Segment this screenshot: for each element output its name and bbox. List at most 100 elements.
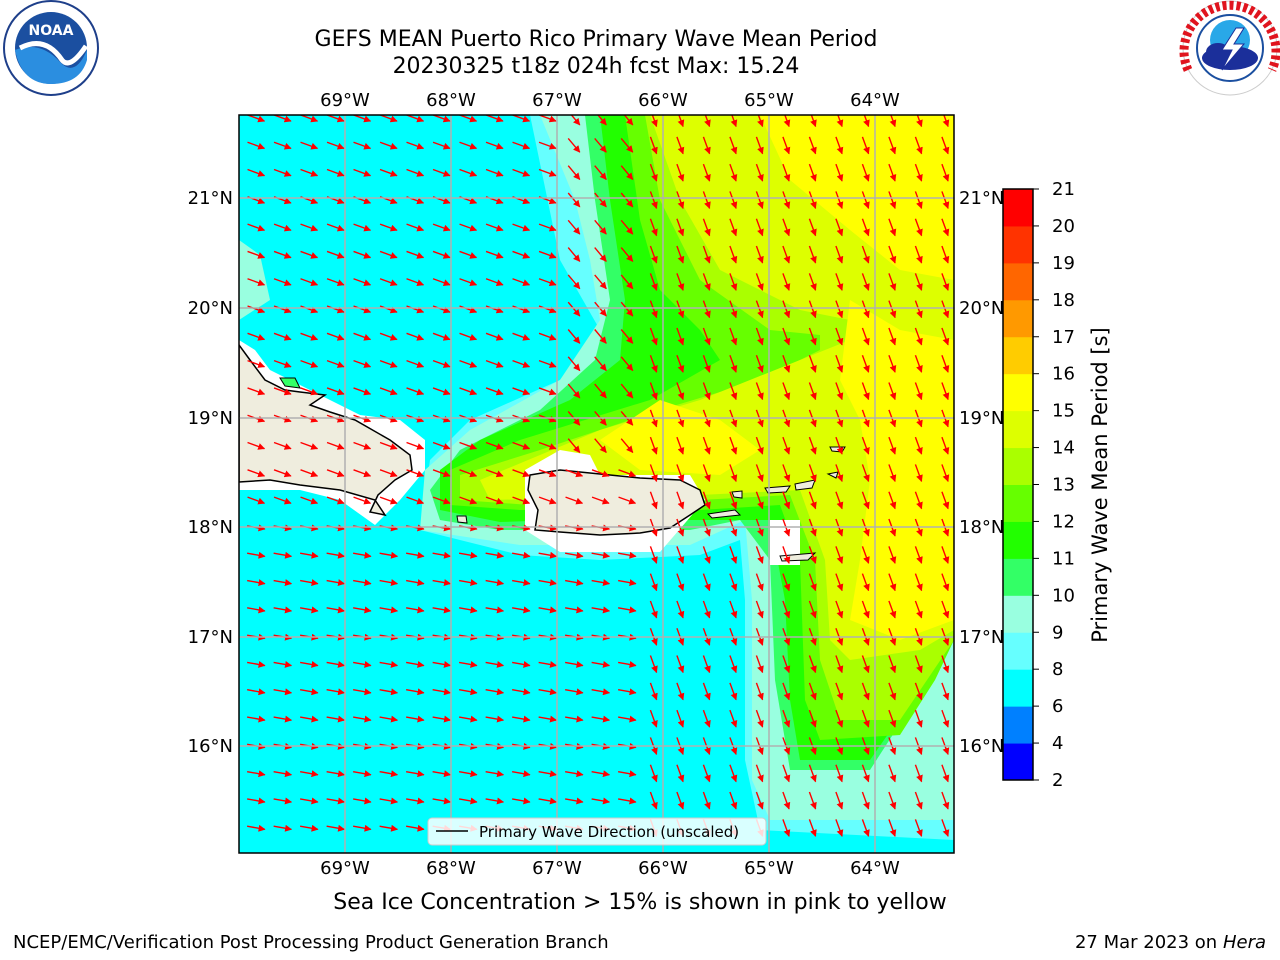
wave-direction-arrow	[808, 709, 817, 728]
wave-direction-arrow	[406, 387, 425, 396]
map-frame	[238, 114, 955, 854]
wave-direction-arrow	[808, 355, 817, 373]
wave-direction-arrow	[485, 305, 504, 314]
wave-direction-arrow	[512, 250, 531, 259]
wave-direction-arrow	[755, 355, 764, 373]
wave-direction-arrow	[247, 359, 266, 368]
wave-direction-arrow	[300, 606, 319, 614]
wave-direction-arrow	[649, 436, 658, 455]
wave-direction-arrow	[591, 496, 610, 505]
wave-direction-arrow	[485, 496, 504, 505]
wave-direction-arrow	[676, 600, 685, 619]
wave-direction-arrow	[755, 245, 764, 264]
wave-direction-arrow	[273, 223, 292, 232]
wave-direction-arrow	[729, 218, 738, 237]
wave-direction-arrow	[702, 436, 711, 455]
wave-direction-arrow	[755, 382, 764, 401]
wave-direction-arrow	[676, 655, 685, 674]
wave-direction-arrow	[620, 329, 634, 344]
wave-direction-arrow	[300, 551, 319, 559]
wave-direction-arrow	[538, 688, 558, 696]
wave-direction-arrow	[835, 136, 844, 155]
lat-label: 21°N	[188, 188, 233, 209]
wave-direction-arrow	[565, 661, 584, 668]
wave-direction-arrow	[406, 223, 425, 232]
wave-direction-arrow	[591, 797, 611, 805]
wave-direction-arrow	[406, 551, 425, 559]
wave-direction-arrow	[676, 709, 685, 728]
wave-direction-arrow	[888, 273, 897, 291]
wave-direction-arrow	[861, 300, 870, 319]
lon-label: 69°W	[320, 858, 370, 879]
wave-direction-arrow	[755, 682, 764, 701]
wave-direction-arrow	[888, 655, 897, 674]
wave-direction-arrow	[432, 496, 451, 505]
wave-direction-arrow	[861, 764, 870, 783]
wave-direction-arrow	[729, 245, 738, 264]
colorbar-segment	[1003, 262, 1033, 301]
lat-label: 17°N	[959, 627, 1004, 648]
wave-direction-arrow	[914, 682, 923, 701]
wave-direction-arrow	[861, 682, 870, 701]
wave-direction-arrow	[247, 441, 266, 450]
wave-direction-arrow	[353, 661, 372, 668]
wave-direction-arrow	[485, 469, 504, 478]
wave-direction-arrow	[677, 115, 685, 128]
wave-direction-arrow	[538, 141, 557, 150]
colorbar-tick-label: 17	[1052, 327, 1075, 348]
wave-direction-arrow	[649, 655, 658, 674]
wave-direction-arrow	[512, 359, 531, 368]
wave-direction-arrow	[888, 436, 897, 455]
wave-direction-arrow	[729, 573, 738, 592]
wave-direction-arrow	[406, 469, 425, 478]
wave-direction-arrow	[861, 600, 870, 619]
wave-direction-arrow	[273, 168, 292, 177]
wave-direction-arrow	[676, 273, 685, 291]
lon-label: 64°W	[850, 858, 900, 879]
colorbar-segment	[1003, 632, 1033, 670]
wave-direction-arrow	[782, 491, 791, 510]
colorbar-tick-label: 9	[1052, 622, 1063, 643]
wave-direction-arrow	[432, 359, 451, 368]
wave-direction-arrow	[273, 441, 292, 450]
wave-direction-arrow	[406, 250, 425, 259]
wave-direction-arrow	[300, 715, 319, 723]
wave-direction-arrow	[247, 824, 266, 832]
wave-direction-arrow	[326, 715, 346, 723]
wave-direction-arrow	[620, 274, 634, 290]
wave-direction-arrow	[379, 824, 399, 832]
wave-direction-arrow	[649, 600, 658, 619]
wave-direction-arrow	[459, 770, 478, 778]
wave-direction-arrow	[808, 819, 817, 837]
legend-label: Primary Wave Direction (unscaled)	[479, 823, 739, 841]
wave-direction-arrow	[861, 327, 870, 346]
wave-direction-arrow	[565, 579, 584, 587]
wave-direction-arrow	[914, 191, 923, 210]
wave-direction-arrow	[702, 464, 711, 483]
wave-direction-arrow	[702, 245, 711, 264]
wave-direction-arrow	[379, 305, 398, 314]
colorbar-segment	[1003, 595, 1033, 633]
wave-direction-arrow	[459, 661, 478, 668]
wave-direction-arrow	[300, 168, 319, 177]
wave-direction-arrow	[702, 218, 711, 237]
wave-direction-arrow	[273, 688, 293, 696]
wave-direction-arrow	[835, 573, 844, 592]
wave-direction-arrow	[459, 332, 478, 341]
wave-direction-arrow	[676, 436, 685, 455]
wave-direction-arrow	[247, 469, 266, 478]
colorbar-segment	[1003, 447, 1033, 485]
lon-label: 67°W	[532, 90, 582, 111]
wave-direction-arrow	[326, 606, 346, 614]
wave-direction-arrow	[485, 278, 504, 287]
wave-direction-arrow	[863, 115, 870, 128]
wave-direction-arrow	[755, 327, 764, 346]
wave-direction-arrow	[247, 496, 266, 505]
wave-direction-arrow	[649, 491, 658, 510]
wave-direction-arrow	[729, 682, 738, 701]
wave-direction-arrow	[649, 218, 658, 237]
wave-direction-arrow	[379, 115, 398, 123]
wave-direction-arrow	[485, 797, 505, 805]
wave-direction-arrow	[406, 168, 425, 177]
wave-direction-arrow	[782, 546, 791, 564]
